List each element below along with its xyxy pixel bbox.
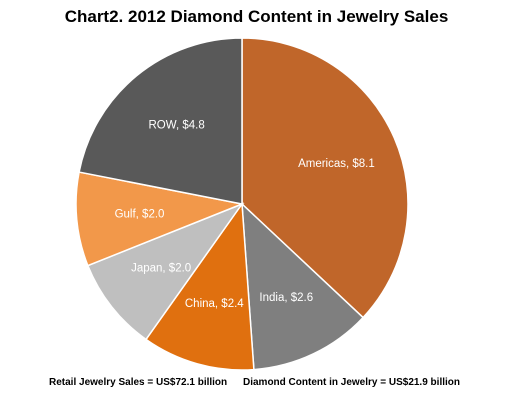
diamond-content-note: Diamond Content in Jewelry = US$21.9 bil… xyxy=(243,377,460,388)
slice-label-row: ROW, $4.8 xyxy=(148,120,204,132)
pie-slice-india xyxy=(241,202,365,371)
slice-label-japan: Japan, $2.0 xyxy=(131,263,191,275)
pie-slice-china xyxy=(144,201,255,371)
pie-slice-row xyxy=(78,37,243,205)
slice-label-americas: Americas, $8.1 xyxy=(298,158,375,170)
pie-slice-gulf xyxy=(75,171,245,267)
slice-label-india: India, $2.6 xyxy=(259,292,313,304)
pie-slice-americas xyxy=(241,37,409,319)
retail-sales-note: Retail Jewelry Sales = US$72.1 billion xyxy=(49,377,228,388)
slice-label-china: China, $2.4 xyxy=(185,298,244,310)
pie-slice-japan xyxy=(86,202,245,341)
chart-title: Chart2. 2012 Diamond Content in Jewelry … xyxy=(64,7,449,26)
slice-label-gulf: Gulf, $2.0 xyxy=(115,209,165,221)
